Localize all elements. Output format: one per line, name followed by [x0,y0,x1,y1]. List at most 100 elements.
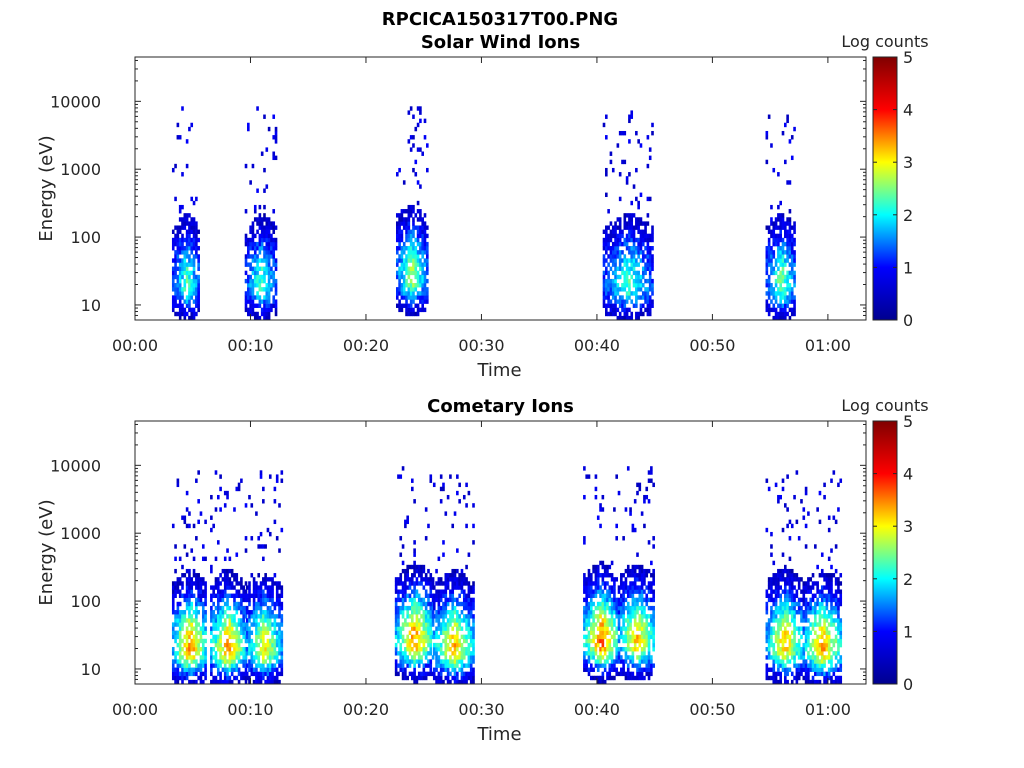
data-cell [442,614,445,619]
data-cell [640,581,644,586]
data-cell [242,651,246,656]
data-cell [839,667,843,672]
data-cell [401,671,405,677]
data-cell [442,601,445,607]
data-cell [401,634,405,640]
data-cell [618,229,622,234]
data-cell [176,233,180,239]
data-cell [779,295,782,300]
data-cell [178,266,182,271]
data-cell [594,585,598,590]
data-cell [772,303,776,308]
data-cell [644,233,647,239]
data-cell [807,610,810,615]
data-cell [834,577,838,582]
data-cell [825,577,829,582]
data-cell [423,229,427,234]
data-cell [408,622,412,627]
data-cell [596,577,600,582]
data-cell [823,659,826,664]
data-cell [397,622,400,627]
data-cell [781,568,785,574]
data-cell [394,601,398,607]
data-cell [638,655,642,660]
data-cell [601,675,605,681]
data-cell [233,642,236,648]
data-cell [226,642,229,648]
data-cell [774,679,778,685]
data-cell [221,610,225,615]
data-cell [263,188,266,193]
data-cell [630,110,634,115]
data-cell [765,626,769,631]
data-cell [219,675,222,681]
data-cell [181,233,184,239]
data-cell [432,675,436,681]
data-cell [248,659,251,664]
data-cell [645,618,649,623]
data-cell [267,266,271,271]
data-cell [825,605,829,611]
data-cell [219,610,222,615]
data-cell [820,585,824,590]
data-cell [615,642,619,648]
data-cell [608,638,612,644]
data-cell [400,221,404,226]
data-cell [421,262,424,267]
data-cell [827,659,831,664]
data-cell [472,651,475,656]
data-cell [424,663,428,668]
data-cell [267,262,271,267]
data-cell [273,647,277,652]
data-cell [240,675,243,681]
data-cell [411,478,414,483]
data-cell [275,589,279,594]
data-cell [405,233,408,239]
data-cell [214,659,218,664]
data-cell [210,610,213,615]
data-cell [278,503,281,508]
data-cell [779,299,782,304]
data-cell [587,581,591,586]
data-cell [645,671,649,677]
data-cell [793,663,796,668]
data-cell [453,651,457,656]
data-cell [622,626,625,631]
data-cell [223,618,227,623]
data-cell [417,671,421,677]
data-cell [622,573,625,578]
data-cell [469,679,473,685]
data-cell [201,655,205,660]
data-cell [788,568,792,574]
data-cell [587,610,591,615]
data-cell [230,671,234,677]
data-cell [264,573,267,578]
data-cell [823,622,826,627]
data-cell [408,659,412,664]
data-cell [258,299,262,304]
data-cell [818,659,822,664]
data-cell [412,217,415,222]
y-tick-label: 10 [81,660,101,679]
data-cell [244,270,248,276]
data-cell [409,106,413,111]
data-cell [618,274,622,280]
data-cell [585,659,588,664]
data-cell [251,221,255,226]
data-cell [404,568,407,574]
data-cell [647,470,651,475]
data-cell [415,651,419,656]
data-cell [628,278,631,284]
data-cell [267,221,271,226]
data-cell [416,303,420,308]
data-cell [275,671,279,677]
data-cell [268,610,272,615]
data-cell [431,581,435,586]
data-cell [411,564,414,570]
data-cell [603,667,607,672]
data-cell [190,667,194,672]
data-cell [253,266,257,271]
data-cell [608,675,612,681]
data-cell [651,291,654,296]
data-cell [183,278,187,284]
